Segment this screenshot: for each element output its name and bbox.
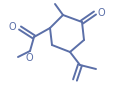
Text: O: O [97,8,105,18]
Text: O: O [25,53,33,63]
Text: O: O [8,22,16,32]
